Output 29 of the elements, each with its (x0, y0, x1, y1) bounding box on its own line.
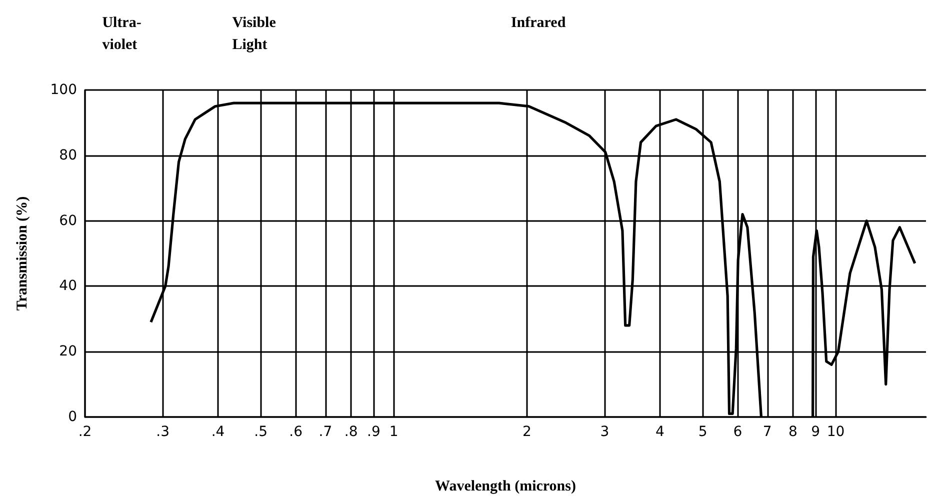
y-tick-label: 40 (59, 278, 77, 294)
x-tick-label: 10 (826, 424, 845, 440)
x-tick-label: .4 (211, 424, 225, 440)
y-tick-label: 20 (59, 344, 77, 360)
x-tick-label: .9 (366, 424, 380, 440)
text: Infrared (510, 15, 566, 31)
x-tick-label: 1 (389, 424, 398, 440)
y-tick-label: 100 (50, 82, 77, 98)
x-tick-label: 9 (811, 424, 820, 440)
x-tick-label: 4 (655, 424, 664, 440)
text: Ultra- violet (102, 15, 142, 53)
y-tick-label: 60 (59, 212, 77, 229)
text: Visible Light (232, 15, 276, 53)
y-tick-label: 80 (59, 147, 77, 164)
x-tick-label: .2 (78, 424, 92, 440)
x-tick-label: 3 (600, 424, 610, 440)
x-tick-label: 6 (733, 424, 742, 440)
y-axis-title: Transmission (%) (14, 196, 30, 311)
x-tick-label: 7 (762, 424, 772, 440)
x-tick-label: .3 (156, 424, 170, 440)
y-tick-label: 0 (68, 409, 77, 425)
x-tick-label: .7 (318, 424, 332, 440)
x-axis-title: Wavelength (microns) (435, 478, 576, 494)
x-tick-label: .5 (254, 424, 268, 440)
x-tick-label: 8 (788, 424, 798, 440)
x-tick-label: .8 (344, 424, 358, 440)
x-tick-label: 5 (698, 424, 708, 440)
x-tick-label: 2 (522, 424, 532, 440)
x-tick-label: .6 (289, 424, 303, 440)
